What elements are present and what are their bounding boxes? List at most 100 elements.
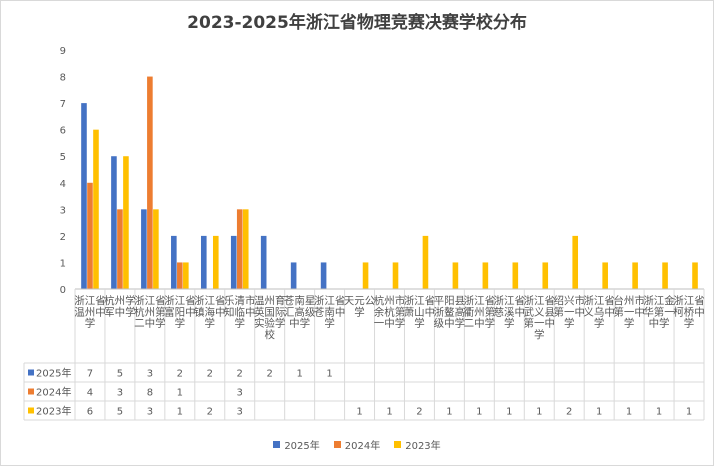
- category-label: 台州市第一中学: [613, 294, 645, 329]
- table-cell-value: 2: [237, 369, 243, 380]
- bar-2024: [87, 182, 93, 289]
- bar-2023: [392, 262, 399, 289]
- bar-2025: [320, 262, 327, 289]
- category-label: 平阳县浙鳌高级中学: [434, 295, 466, 329]
- table-cell-value: 1: [626, 407, 632, 418]
- category-label: 浙江省杭州第二中学: [134, 294, 166, 329]
- table-cell-value: 7: [87, 369, 93, 380]
- legend-item: 2023年: [394, 437, 441, 452]
- y-tick-label: 1: [60, 258, 66, 269]
- category-label: 浙江省柯桥中学: [673, 294, 705, 329]
- bar-2023: [482, 262, 489, 289]
- table-cell-value: 1: [446, 407, 452, 418]
- table-cell-value: 3: [237, 407, 243, 418]
- bar-2025: [81, 103, 87, 289]
- category-label: 浙江省武义县第一中学: [524, 294, 556, 341]
- table-cell-value: 1: [476, 407, 482, 418]
- bar-2023: [183, 262, 189, 289]
- bar-2025: [200, 235, 207, 289]
- bar-2023: [242, 209, 249, 289]
- table-cell-value: 2: [177, 369, 183, 380]
- table-cell-value: 3: [117, 388, 123, 399]
- table-cell-value: 2: [566, 407, 572, 418]
- table-cell-value: 3: [237, 388, 243, 399]
- bar-2023: [93, 129, 99, 289]
- y-tick-label: 2: [60, 232, 66, 243]
- category-label: 杭州市余杭第一中学: [374, 294, 406, 329]
- bar-2025: [230, 235, 237, 289]
- bar-2025: [260, 235, 267, 289]
- chart-legend: 2025年 2024年 2023年: [0, 437, 714, 452]
- table-series-swatch: [28, 388, 34, 395]
- y-tick-label: 4: [60, 179, 66, 190]
- bar-2023: [542, 262, 549, 289]
- table-cell-value: 2: [267, 369, 273, 380]
- category-label: 浙江省镇海中学: [194, 294, 226, 329]
- bar-2024: [236, 209, 243, 289]
- category-label: 浙江金华第一中学: [643, 294, 675, 329]
- bar-2023: [123, 156, 129, 289]
- legend-swatch: [394, 441, 402, 448]
- legend-label: 2023年: [405, 441, 441, 452]
- bar-2023: [662, 262, 668, 289]
- table-cell-value: 3: [147, 407, 153, 418]
- table-cell-value: 1: [686, 407, 692, 418]
- category-label: 浙江省温州中学: [74, 294, 106, 329]
- bar-2023: [452, 262, 459, 289]
- bar-2025: [141, 209, 147, 289]
- bar-2024: [147, 76, 153, 289]
- y-tick-label: 7: [60, 99, 66, 110]
- table-cell-value: 1: [177, 407, 183, 418]
- table-series-name: 2024年: [36, 386, 71, 399]
- y-tick-label: 8: [60, 73, 66, 84]
- y-tick-label: 9: [60, 46, 66, 57]
- bar-2024: [177, 262, 183, 289]
- category-label: 浙江省富阳中学: [164, 294, 196, 329]
- table-series-name: 2023年: [36, 405, 71, 418]
- bar-2025: [171, 235, 177, 289]
- category-label: 浙江省慈溪中学: [494, 294, 526, 329]
- category-label: 浙江省萧山中学: [404, 294, 436, 329]
- bar-2023: [422, 235, 429, 289]
- bar-2023: [692, 262, 698, 289]
- table-cell-value: 1: [656, 407, 662, 418]
- legend-item: 2024年: [333, 437, 380, 452]
- category-label: 苍南星汇高级中学: [284, 294, 316, 329]
- table-cell-value: 6: [87, 407, 93, 418]
- table-cell-value: 2: [207, 369, 213, 380]
- table-cell-value: 4: [87, 388, 93, 399]
- table-cell-value: 1: [536, 407, 542, 418]
- table-cell-value: 8: [147, 388, 153, 399]
- table-series-name: 2025年: [36, 367, 71, 380]
- bar-2025: [111, 156, 117, 289]
- category-label: 浙江省衢州第二中学: [464, 294, 496, 329]
- bar-2023: [572, 235, 579, 289]
- table-cell-value: 5: [117, 369, 123, 380]
- category-label: 浙江省义乌中学: [583, 294, 615, 329]
- table-cell-value: 1: [356, 407, 362, 418]
- y-tick-label: 5: [60, 152, 66, 163]
- y-tick-label: 3: [60, 205, 66, 216]
- table-cell-value: 1: [386, 407, 392, 418]
- bar-2023: [153, 209, 159, 289]
- bar-2023: [362, 262, 369, 289]
- category-label: 温州育英国际实验学校: [254, 294, 286, 341]
- bar-2025: [290, 262, 297, 289]
- y-tick-label: 0: [60, 285, 66, 296]
- table-cell-value: 1: [177, 388, 183, 399]
- category-label: 乐清市知临中学: [224, 294, 256, 329]
- category-label: 天元公学: [344, 295, 376, 318]
- table-cell-value: 1: [506, 407, 512, 418]
- bar-2023: [602, 262, 608, 289]
- legend-swatch: [333, 441, 341, 448]
- legend-item: 2025年: [273, 437, 320, 452]
- legend-swatch: [273, 441, 281, 448]
- table-cell-value: 1: [596, 407, 602, 418]
- bar-2023: [512, 262, 519, 289]
- legend-label: 2025年: [284, 441, 320, 452]
- table-cell-value: 1: [326, 369, 332, 380]
- bar-2023: [632, 262, 638, 289]
- table-cell-value: 2: [416, 407, 422, 418]
- table-series-swatch: [28, 369, 34, 376]
